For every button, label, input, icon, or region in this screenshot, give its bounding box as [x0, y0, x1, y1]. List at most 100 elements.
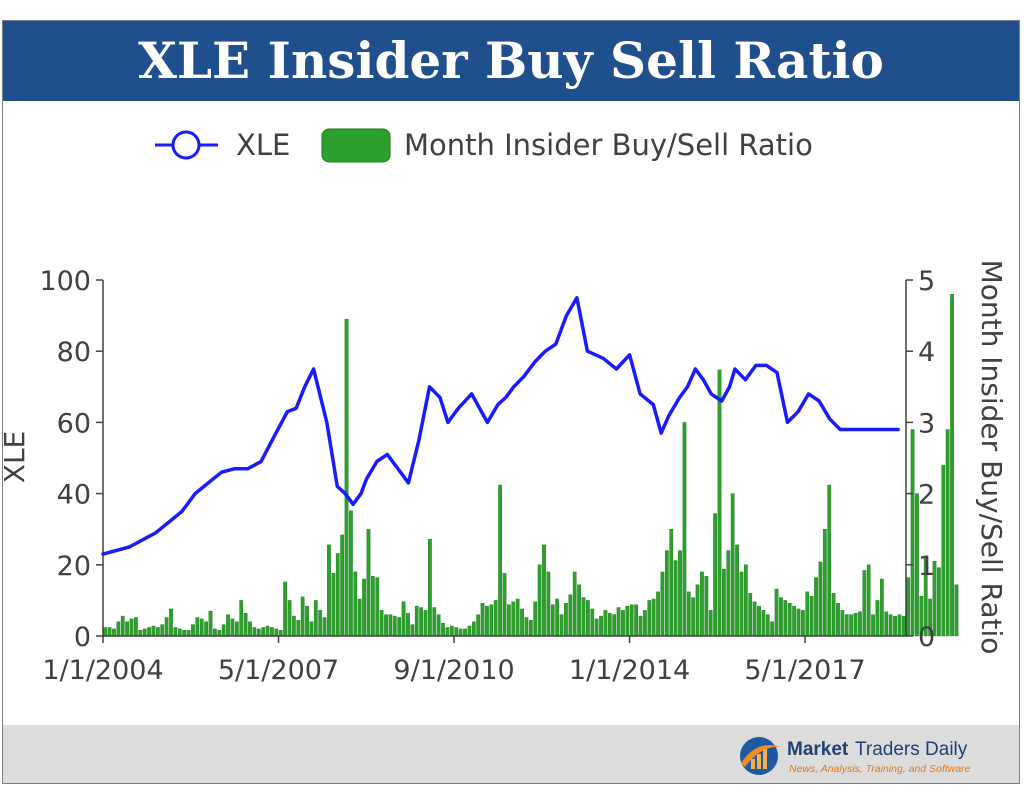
- ratio-bar: [195, 617, 200, 637]
- ratio-bar: [748, 593, 753, 637]
- ratio-bar: [647, 600, 652, 637]
- ratio-bar: [305, 605, 309, 637]
- ratio-bar: [502, 573, 507, 637]
- ratio-bar: [155, 627, 160, 637]
- ratio-bar: [827, 484, 832, 637]
- ratio-bar: [129, 618, 134, 637]
- ratio-bar: [318, 610, 323, 637]
- ratio-bar: [809, 595, 814, 637]
- ratio-bar: [542, 544, 546, 637]
- ratio-bar: [445, 627, 450, 637]
- ratio-bar: [880, 578, 884, 637]
- ratio-bar: [313, 600, 318, 637]
- chart-title: XLE Insider Buy Sell Ratio: [138, 31, 884, 90]
- ratio-bar: [572, 571, 577, 637]
- ratio-bar: [862, 570, 867, 637]
- ratio-bar: [783, 600, 788, 637]
- ratio-bar: [454, 627, 459, 637]
- ratio-bar: [779, 597, 783, 637]
- ratio-bar: [362, 578, 366, 637]
- legend-marker-swatch: [171, 130, 201, 160]
- ratio-bar: [801, 610, 805, 637]
- y-tick-label-right: 5: [918, 266, 935, 297]
- ratio-bar: [520, 608, 524, 637]
- ratio-bar: [844, 614, 849, 637]
- ratio-bar: [524, 617, 529, 637]
- ratio-bar: [169, 608, 173, 637]
- axes: [96, 279, 913, 643]
- ratio-bar: [586, 600, 590, 637]
- ratio-bar: [730, 493, 735, 637]
- ratio-bar: [221, 624, 226, 637]
- ratio-bar: [814, 577, 818, 637]
- ratio-bar: [388, 614, 393, 637]
- ratio-bar: [656, 591, 660, 637]
- ratio-bar: [765, 614, 770, 637]
- legend-label-ratio: Month Insider Buy/Sell Ratio: [404, 128, 813, 162]
- ratio-bar: [515, 598, 520, 637]
- brand-logo: Market Traders Daily News, Analysis, Tra…: [740, 737, 971, 775]
- y-axis-title-right: Month Insider Buy/Sell Ratio: [975, 260, 1008, 655]
- ratio-bar: [528, 620, 533, 637]
- ratio-bar: [919, 595, 924, 637]
- ratio-bar: [796, 608, 801, 637]
- y-tick-label-left: 40: [57, 480, 91, 511]
- ratio-bar: [704, 575, 709, 637]
- ratio-bar: [322, 617, 327, 637]
- ratio-bar: [160, 624, 165, 637]
- ratio-bar: [335, 553, 340, 637]
- x-tick-label: 1/1/2004: [42, 655, 163, 686]
- ratio-bar: [621, 610, 625, 637]
- ratio-bar: [739, 571, 744, 637]
- ratio-bar: [327, 544, 331, 637]
- ratio-bar: [243, 613, 248, 637]
- ratio-bar: [664, 550, 669, 637]
- ratio-bar: [853, 613, 858, 637]
- ratio-bar: [831, 593, 836, 637]
- ratio-bar: [651, 598, 656, 637]
- ratio-bar: [858, 611, 862, 637]
- ratio-bar: [401, 601, 406, 637]
- ratio-bar: [915, 493, 919, 637]
- ratio-bar: [888, 614, 893, 637]
- y-tick-label-right: 0: [918, 622, 935, 653]
- ratio-bar: [392, 615, 397, 637]
- ratio-bar: [708, 610, 713, 637]
- ratio-bar: [669, 529, 674, 637]
- ratio-bar: [199, 618, 204, 637]
- x-tick-label: 9/1/2010: [393, 655, 514, 686]
- swoosh-icon: [741, 745, 781, 767]
- ratio-bar: [498, 484, 502, 637]
- ratio-bar: [467, 625, 472, 637]
- legend-bar-swatch: [321, 128, 391, 163]
- ratio-bar: [722, 568, 726, 637]
- ratio-bar: [278, 630, 283, 637]
- ratio-bar: [164, 617, 169, 637]
- ratio-bar: [923, 556, 928, 637]
- ratio-bar: [463, 628, 467, 637]
- ratio-bar: [103, 627, 108, 637]
- ratio-bar: [432, 607, 437, 637]
- ratio-bar: [537, 564, 542, 637]
- ratio-bar: [120, 615, 125, 637]
- ratio-bar: [629, 604, 634, 637]
- ratio-bar: [344, 318, 349, 637]
- ratio-bar: [875, 600, 880, 637]
- y-tick-label-right: 4: [918, 337, 935, 368]
- ratio-bar: [726, 550, 731, 637]
- bar-series: [103, 294, 959, 637]
- tick-labels: 0 20 40 60 80 100 0 1 2 3 4 5 1/1/2004 5/1/2007 9/1/20…: [39, 266, 935, 686]
- ratio-bar: [353, 571, 358, 637]
- ratio-bar: [204, 621, 208, 637]
- ratio-bar: [116, 621, 121, 637]
- ratio-bar: [296, 620, 301, 637]
- ratio-bar: [511, 601, 516, 637]
- ratio-bar: [910, 429, 915, 637]
- ratio-bar: [270, 627, 274, 637]
- ratio-bar: [792, 605, 796, 637]
- brand-name-bold: Market: [787, 739, 849, 760]
- ratio-bar: [660, 571, 665, 637]
- ratio-bar: [752, 601, 757, 637]
- ratio-bar: [897, 614, 902, 637]
